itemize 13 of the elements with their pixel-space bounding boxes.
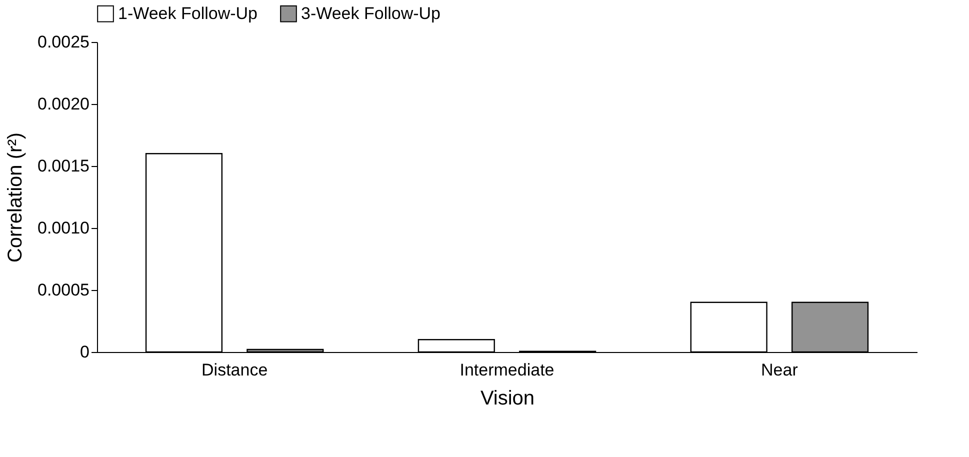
x-tick-label: Distance (202, 360, 268, 380)
legend-label: 1-Week Follow-Up (118, 4, 258, 23)
x-tick-label: Intermediate (460, 360, 554, 380)
y-tick-label: 0.0025 (38, 32, 90, 52)
y-tick-label: 0.0015 (38, 156, 90, 176)
x-axis-title: Vision (480, 388, 535, 410)
x-tick-label: Near (760, 360, 798, 380)
y-tick-label: 0 (80, 342, 90, 362)
y-tick-label: 0.0005 (38, 280, 90, 300)
y-tick-label: 0.0020 (38, 94, 90, 114)
y-tick-label: 0.0010 (38, 218, 90, 238)
legend-label: 3-Week Follow-Up (301, 4, 441, 23)
y-axis-title: Correlation (r²) (4, 132, 27, 263)
